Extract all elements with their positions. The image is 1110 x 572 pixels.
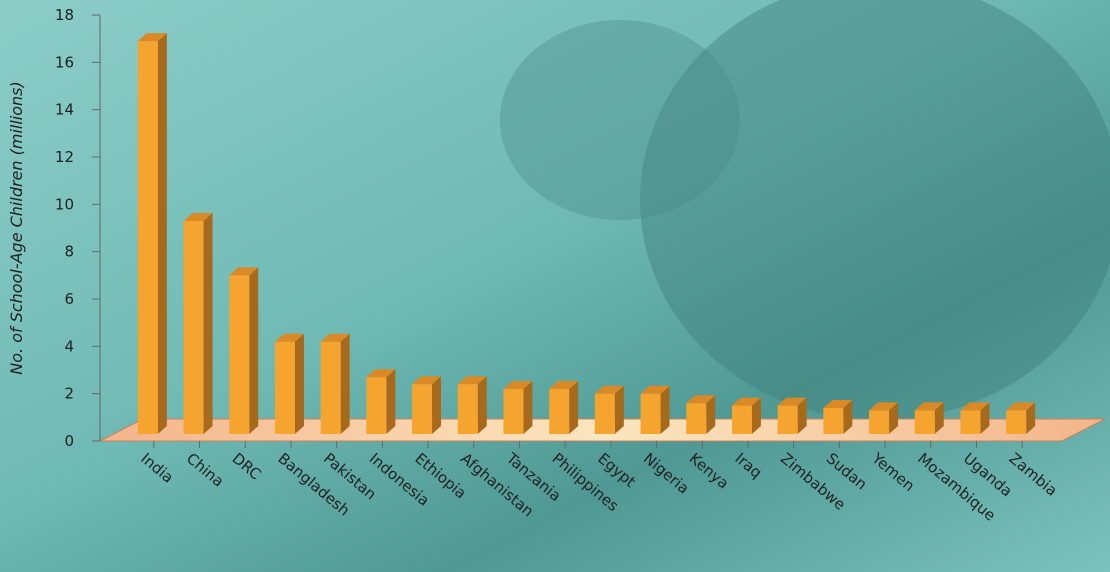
y-tick-label: 6 (64, 290, 74, 308)
bar-side (432, 376, 442, 434)
bar-top (914, 402, 944, 411)
y-tick-label: 10 (55, 195, 74, 213)
y-tick-label: 2 (64, 385, 74, 403)
bar-top (503, 381, 533, 390)
bar-front (137, 41, 158, 435)
bar-front (366, 377, 387, 434)
bar-side (157, 33, 167, 435)
bar-side (386, 369, 396, 434)
bar (457, 376, 487, 434)
bar-front (503, 389, 524, 434)
y-tick-label: 12 (55, 148, 74, 166)
bar-top (960, 402, 990, 411)
bar-side (569, 381, 579, 434)
bar-top (777, 397, 807, 406)
y-axis-label: No. of School-Age Children (millions) (7, 81, 26, 374)
bar (229, 267, 259, 434)
bar (183, 213, 213, 434)
bar-front (914, 410, 935, 434)
bar-front (412, 384, 433, 434)
bar (1006, 402, 1036, 434)
bar-front (731, 405, 752, 434)
bar-side (249, 267, 259, 434)
bar-top (183, 213, 213, 221)
background-shade (640, 0, 1110, 420)
bar (503, 381, 533, 434)
y-tick-label: 0 (64, 432, 74, 450)
bar-side (660, 385, 670, 434)
bar-side (980, 402, 990, 434)
bar-front (640, 393, 661, 434)
bar (640, 385, 670, 434)
bar (960, 402, 990, 434)
bar-side (934, 402, 944, 434)
bar-side (797, 397, 807, 434)
bar-top (823, 399, 853, 408)
bar-front (823, 407, 844, 434)
y-tick-label: 18 (55, 6, 74, 24)
bar-top (594, 385, 624, 394)
bar-top (412, 376, 442, 385)
bar-front (594, 393, 615, 434)
bar-top (640, 385, 670, 394)
bar (731, 397, 761, 434)
bar-front (960, 410, 981, 434)
bar (914, 402, 944, 434)
bar (686, 395, 716, 434)
bar-top (229, 267, 259, 276)
bar-side (843, 399, 853, 434)
bar-front (777, 405, 798, 434)
bar-front (229, 275, 250, 434)
bar (320, 333, 350, 434)
bar-front (549, 389, 570, 434)
bar-top (686, 395, 716, 404)
bar (412, 376, 442, 434)
bar (137, 33, 167, 435)
bar (823, 399, 853, 434)
bar-front (320, 341, 341, 434)
bar-side (203, 213, 213, 434)
bar (366, 369, 396, 434)
bar (594, 385, 624, 434)
bar-top (320, 333, 350, 342)
bar-top (1006, 402, 1036, 411)
bar-top (274, 333, 304, 342)
bar (777, 397, 807, 434)
bar-front (274, 341, 295, 434)
bar-front (869, 410, 890, 434)
bar-side (751, 397, 761, 434)
bar (549, 381, 579, 434)
bar-top (137, 33, 167, 42)
background-shade (500, 20, 740, 220)
bar-front (1006, 410, 1027, 434)
bar-side (523, 381, 533, 434)
bar-front (686, 403, 707, 434)
y-tick-label: 14 (55, 101, 74, 119)
bar-side (477, 376, 487, 434)
bar-top (731, 397, 761, 406)
bar-side (706, 395, 716, 434)
bar-top (457, 376, 487, 385)
y-tick-label: 16 (55, 53, 74, 71)
bar-side (614, 385, 624, 434)
bar-side (889, 402, 899, 434)
bar (869, 402, 899, 434)
bar-side (294, 333, 304, 434)
bar-front (457, 384, 478, 434)
y-tick-label: 4 (64, 337, 74, 355)
bar-top (366, 369, 396, 378)
bar-side (340, 333, 350, 434)
bar-side (1026, 402, 1036, 434)
bar-front (183, 221, 204, 434)
bar-top (549, 381, 579, 390)
y-tick-label: 8 (64, 243, 74, 261)
bar (274, 333, 304, 434)
bar-top (869, 402, 899, 411)
